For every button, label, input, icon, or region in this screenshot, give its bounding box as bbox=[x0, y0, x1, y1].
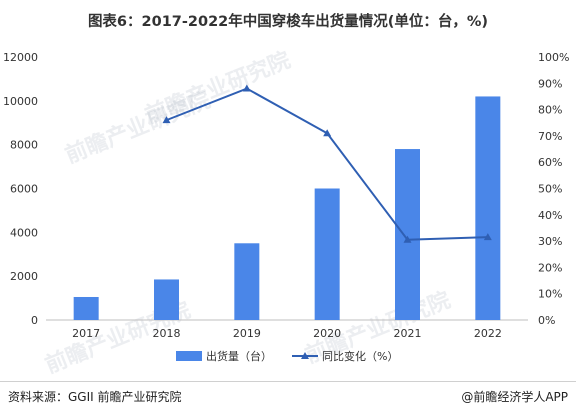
bar bbox=[475, 96, 501, 320]
x-tick-label: 2017 bbox=[72, 327, 100, 340]
y-right-tick-label: 0% bbox=[538, 314, 555, 327]
line-point bbox=[242, 84, 251, 92]
brand-label: @前瞻经济学人APP bbox=[461, 390, 568, 404]
y-right-tick-label: 90% bbox=[538, 77, 562, 90]
y-right-tick-label: 100% bbox=[538, 51, 569, 64]
y-right-tick-label: 20% bbox=[538, 261, 562, 274]
bar bbox=[73, 296, 99, 320]
y-left-tick-label: 10000 bbox=[3, 95, 38, 108]
footer-divider bbox=[0, 381, 576, 382]
y-left-tick-label: 4000 bbox=[10, 226, 38, 239]
x-tick-label: 2018 bbox=[153, 327, 181, 340]
line-point bbox=[483, 233, 492, 241]
source-note: 资料来源：GGII 前瞻产业研究院 bbox=[8, 390, 182, 404]
y-left-tick-label: 12000 bbox=[3, 51, 38, 64]
y-left-tick-label: 2000 bbox=[10, 270, 38, 283]
x-tick-label: 2021 bbox=[394, 327, 422, 340]
y-right-tick-label: 70% bbox=[538, 130, 562, 143]
x-tick-label: 2019 bbox=[233, 327, 261, 340]
plot-area: 0 2000 4000 6000 8000 10000 12000 0% 10% 20% 30% 40… bbox=[3, 51, 569, 363]
y-left-tick-label: 6000 bbox=[10, 183, 38, 196]
y-right-tick-label: 60% bbox=[538, 156, 562, 169]
x-tick-label: 2020 bbox=[313, 327, 341, 340]
x-tick-label: 2022 bbox=[474, 327, 502, 340]
bar bbox=[234, 243, 260, 320]
line-point bbox=[162, 116, 171, 124]
y-left-tick-label: 8000 bbox=[10, 139, 38, 152]
y-left-tick-label: 0 bbox=[31, 314, 38, 327]
bar bbox=[395, 149, 420, 320]
y-right-tick-label: 40% bbox=[538, 209, 562, 222]
chart-title: 图表6：2017-2022年中国穿梭车出货量情况(单位：台，%) bbox=[87, 14, 489, 30]
legend-label-bar: 出货量（台） bbox=[206, 349, 272, 363]
y-right-tick-label: 30% bbox=[538, 235, 562, 248]
y-right-tick-label: 50% bbox=[538, 183, 562, 196]
legend-marker-line bbox=[301, 352, 309, 359]
y-right-tick-label: 10% bbox=[538, 288, 562, 301]
legend-label-line: 同比变化（%） bbox=[322, 349, 398, 363]
line-point bbox=[403, 235, 412, 243]
legend-swatch-bar bbox=[176, 351, 202, 361]
y-right-tick-label: 80% bbox=[538, 104, 562, 117]
bar bbox=[154, 279, 179, 320]
line-point bbox=[323, 129, 332, 137]
bar bbox=[314, 188, 340, 320]
